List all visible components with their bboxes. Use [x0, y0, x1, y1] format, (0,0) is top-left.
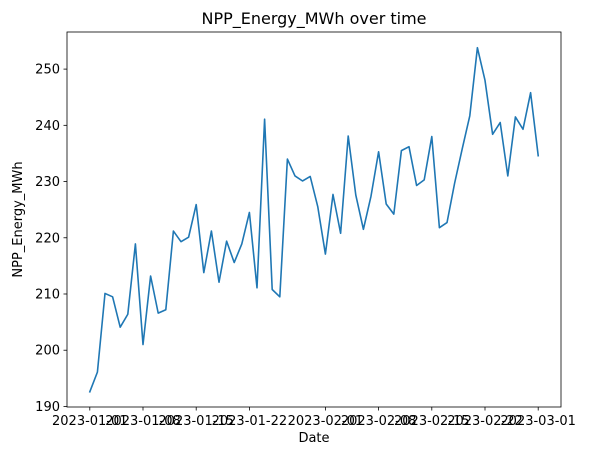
x-tick-label: 2023-01-22	[212, 414, 288, 429]
axes-frame	[66, 31, 562, 408]
x-tick-label: 2023-02-15	[394, 414, 470, 429]
x-tick-label: 2023-03-01	[500, 414, 576, 429]
y-tick-label: 240	[35, 119, 60, 134]
y-tick-label: 230	[35, 175, 60, 190]
plot-area	[88, 46, 540, 393]
y-tick-label: 220	[35, 231, 60, 246]
y-tick-label: 250	[35, 63, 60, 78]
x-tick-label: 2023-02-08	[341, 414, 417, 429]
chart-title: NPP_Energy_MWh over time	[201, 9, 426, 29]
y-tick-label: 200	[35, 344, 60, 359]
x-tick-label: 2023-01-15	[158, 414, 234, 429]
x-axis-label: Date	[298, 431, 329, 446]
x-axis: 2023-01-012023-01-082023-01-152023-01-22…	[52, 407, 576, 429]
x-tick-label: 2023-02-01	[288, 414, 364, 429]
y-axis-label: NPP_Energy_MWh	[11, 161, 26, 277]
x-tick-label: 2023-02-22	[447, 414, 523, 429]
y-tick-label: 190	[35, 400, 60, 415]
y-axis: 190 200 210 220 230 240 250	[35, 63, 67, 415]
x-tick-label: 2023-01-01	[52, 414, 128, 429]
y-tick-label: 210	[35, 287, 60, 302]
series-line	[88, 46, 540, 393]
x-tick-label: 2023-01-08	[105, 414, 181, 429]
